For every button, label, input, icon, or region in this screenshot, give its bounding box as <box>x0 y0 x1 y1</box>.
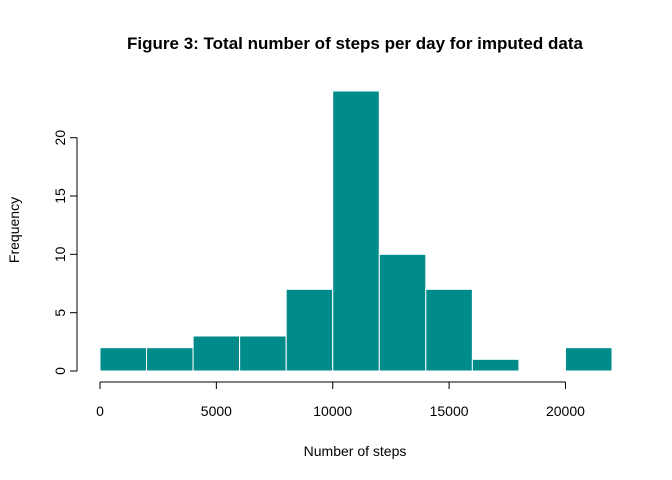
y-tick-label-4: 20 <box>52 130 68 146</box>
y-tick-label-2: 10 <box>52 246 68 262</box>
histogram-bar-7 <box>425 288 473 372</box>
y-axis: 0 5 10 15 20 <box>52 130 78 375</box>
y-tick-label-1: 5 <box>52 309 68 317</box>
x-axis-label: Number of steps <box>304 443 407 459</box>
histogram-bar-8 <box>471 358 520 372</box>
y-tick-label-0: 0 <box>52 367 68 375</box>
y-axis-label: Frequency <box>6 197 22 263</box>
x-axis: 0 5000 10000 15000 20000 <box>96 381 585 419</box>
histogram-bar-1 <box>146 347 194 372</box>
x-tick-label-1: 5000 <box>201 403 232 419</box>
x-tick-label-0: 0 <box>96 403 104 419</box>
histogram-bar-4 <box>285 288 334 372</box>
histogram-bar-0 <box>99 347 148 372</box>
histogram-bar-2 <box>192 335 241 372</box>
chart-title: Figure 3: Total number of steps per day … <box>127 34 583 53</box>
bars-group <box>99 90 613 372</box>
x-tick-label-4: 20000 <box>546 403 585 419</box>
histogram-bar-6 <box>378 253 427 372</box>
histogram-bar-10 <box>564 347 613 372</box>
histogram-bar-3 <box>239 335 287 372</box>
y-tick-label-3: 15 <box>52 188 68 204</box>
x-tick-label-2: 10000 <box>313 403 352 419</box>
histogram-bar-5 <box>332 90 380 372</box>
x-tick-label-3: 15000 <box>430 403 469 419</box>
